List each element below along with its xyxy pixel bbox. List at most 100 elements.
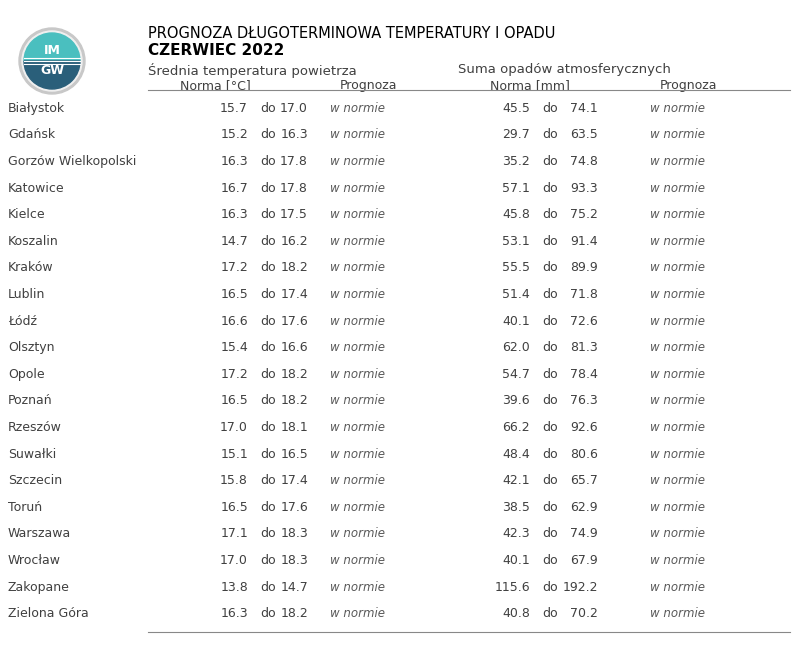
Text: Łódź: Łódź (8, 314, 37, 327)
Text: 17.2: 17.2 (220, 262, 248, 275)
Text: 16.5: 16.5 (220, 501, 248, 514)
Text: do: do (260, 128, 276, 141)
Text: Lublin: Lublin (8, 288, 46, 301)
Text: 74.1: 74.1 (570, 102, 598, 115)
Text: w normie: w normie (330, 554, 385, 567)
Text: w normie: w normie (650, 208, 705, 221)
Text: 72.6: 72.6 (570, 314, 598, 327)
Text: 40.1: 40.1 (502, 314, 530, 327)
Text: 18.3: 18.3 (280, 527, 308, 540)
Text: do: do (542, 235, 558, 248)
Text: do: do (542, 421, 558, 434)
Text: 192.2: 192.2 (562, 581, 598, 594)
Text: 51.4: 51.4 (502, 288, 530, 301)
Text: Katowice: Katowice (8, 182, 65, 195)
Text: Białystok: Białystok (8, 102, 65, 115)
Text: w normie: w normie (330, 182, 385, 195)
Text: w normie: w normie (330, 448, 385, 461)
Text: 16.6: 16.6 (220, 314, 248, 327)
Text: w normie: w normie (650, 155, 705, 168)
Text: Zielona Góra: Zielona Góra (8, 607, 89, 620)
Text: 17.2: 17.2 (220, 368, 248, 381)
Text: 55.5: 55.5 (502, 262, 530, 275)
Text: Olsztyn: Olsztyn (8, 341, 54, 354)
Text: Toruń: Toruń (8, 501, 42, 514)
Text: do: do (260, 341, 276, 354)
Text: do: do (260, 474, 276, 487)
Text: 42.3: 42.3 (502, 527, 530, 540)
Text: Koszalin: Koszalin (8, 235, 58, 248)
Text: do: do (260, 554, 276, 567)
Text: Suma opadów atmosferycznych: Suma opadów atmosferycznych (458, 63, 671, 76)
Text: Kielce: Kielce (8, 208, 46, 221)
Text: 16.3: 16.3 (220, 155, 248, 168)
Text: 16.7: 16.7 (220, 182, 248, 195)
Text: do: do (542, 607, 558, 620)
Text: 74.8: 74.8 (570, 155, 598, 168)
Text: do: do (542, 474, 558, 487)
Text: do: do (542, 527, 558, 540)
Text: Norma [mm]: Norma [mm] (490, 79, 570, 92)
Text: 13.8: 13.8 (220, 581, 248, 594)
Text: 17.0: 17.0 (280, 102, 308, 115)
Text: w normie: w normie (650, 527, 705, 540)
Text: 80.6: 80.6 (570, 448, 598, 461)
Text: do: do (260, 102, 276, 115)
Text: do: do (260, 155, 276, 168)
Text: 18.2: 18.2 (280, 262, 308, 275)
Text: do: do (542, 102, 558, 115)
Text: 67.9: 67.9 (570, 554, 598, 567)
Text: 29.7: 29.7 (502, 128, 530, 141)
Text: do: do (260, 527, 276, 540)
Text: 16.5: 16.5 (220, 288, 248, 301)
Text: 48.4: 48.4 (502, 448, 530, 461)
Text: Prognoza: Prognoza (660, 79, 718, 92)
Text: do: do (542, 501, 558, 514)
Text: w normie: w normie (650, 314, 705, 327)
Text: 17.8: 17.8 (280, 155, 308, 168)
Text: 76.3: 76.3 (570, 395, 598, 408)
Circle shape (19, 28, 85, 94)
Text: 18.2: 18.2 (280, 607, 308, 620)
Text: 14.7: 14.7 (280, 581, 308, 594)
Text: 16.3: 16.3 (220, 607, 248, 620)
Text: 16.6: 16.6 (280, 341, 308, 354)
Text: 17.6: 17.6 (280, 314, 308, 327)
Text: do: do (260, 607, 276, 620)
Text: do: do (542, 288, 558, 301)
Text: 14.7: 14.7 (220, 235, 248, 248)
Text: do: do (542, 155, 558, 168)
Text: w normie: w normie (650, 341, 705, 354)
Text: 70.2: 70.2 (570, 607, 598, 620)
Text: w normie: w normie (650, 501, 705, 514)
Text: w normie: w normie (650, 581, 705, 594)
Text: do: do (260, 262, 276, 275)
Wedge shape (24, 33, 80, 61)
Text: do: do (260, 501, 276, 514)
Text: 81.3: 81.3 (570, 341, 598, 354)
Text: 54.7: 54.7 (502, 368, 530, 381)
Text: do: do (542, 341, 558, 354)
Text: Szczecin: Szczecin (8, 474, 62, 487)
Text: w normie: w normie (330, 128, 385, 141)
Circle shape (22, 31, 82, 91)
Text: w normie: w normie (650, 448, 705, 461)
Text: 15.7: 15.7 (220, 102, 248, 115)
Text: w normie: w normie (330, 235, 385, 248)
Text: w normie: w normie (330, 208, 385, 221)
Text: 16.3: 16.3 (220, 208, 248, 221)
Text: 15.1: 15.1 (220, 448, 248, 461)
Text: do: do (260, 368, 276, 381)
Text: PROGNOZA DŁUGOTERMINOWA TEMPERATURY I OPADU: PROGNOZA DŁUGOTERMINOWA TEMPERATURY I OP… (148, 26, 555, 41)
Text: w normie: w normie (330, 607, 385, 620)
Text: 40.1: 40.1 (502, 554, 530, 567)
Text: w normie: w normie (330, 314, 385, 327)
Text: w normie: w normie (330, 102, 385, 115)
Text: 45.8: 45.8 (502, 208, 530, 221)
Text: 115.6: 115.6 (494, 581, 530, 594)
Text: 17.8: 17.8 (280, 182, 308, 195)
Text: do: do (542, 554, 558, 567)
Text: w normie: w normie (650, 262, 705, 275)
Text: Gorzów Wielkopolski: Gorzów Wielkopolski (8, 155, 136, 168)
Text: 92.6: 92.6 (570, 421, 598, 434)
